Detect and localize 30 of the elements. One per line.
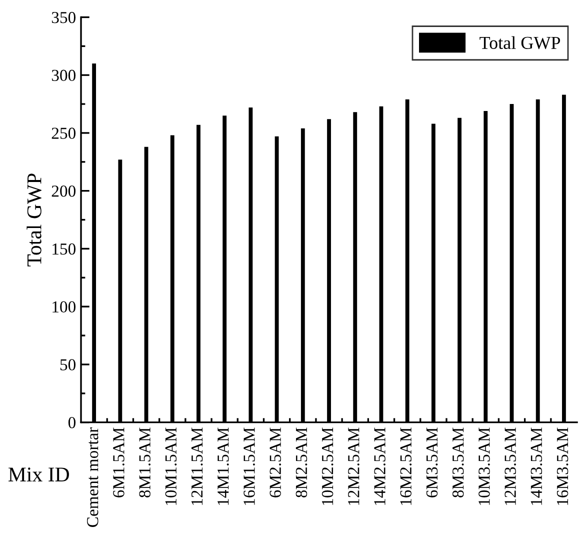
x-tick-label: 12M1.5AM <box>191 428 203 505</box>
x-tick-label: 6M3.5AM <box>426 428 438 498</box>
x-tick-label: 10M1.5AM <box>165 428 177 505</box>
y-tick-label: 150 <box>52 243 76 255</box>
x-axis-title: Mix ID <box>8 468 69 482</box>
x-tick-label: 6M2.5AM <box>270 428 282 498</box>
x-tick-label: 10M2.5AM <box>322 428 334 505</box>
x-tick-label: 16M3.5AM <box>556 428 568 505</box>
x-tick-label: 12M3.5AM <box>504 428 516 505</box>
x-tick-label: 10M3.5AM <box>478 428 490 505</box>
x-tick-label: Cement mortar <box>87 427 98 527</box>
x-tick-label: 14M2.5AM <box>374 428 386 505</box>
y-tick-label: 50 <box>60 359 76 370</box>
y-tick-label: 250 <box>52 128 76 139</box>
x-tick-label: 6M1.5AM <box>113 428 124 498</box>
x-tick-label: 8M3.5AM <box>452 428 464 498</box>
y-tick-label: 200 <box>52 186 76 197</box>
x-tick-label: 16M2.5AM <box>400 428 412 505</box>
legend-label: Total GWP <box>480 36 560 50</box>
x-tick-label: 14M1.5AM <box>218 428 229 505</box>
x-tick-label: 8M1.5AM <box>139 428 151 498</box>
y-axis-title: Total GWP <box>26 174 42 266</box>
x-tick-label: 12M2.5AM <box>348 428 360 505</box>
x-tick-label: 14M3.5AM <box>530 428 542 505</box>
y-tick-label: 350 <box>52 12 76 24</box>
x-tick-label: 8M2.5AM <box>296 428 308 498</box>
x-tick-label: 16M1.5AM <box>244 428 255 505</box>
y-tick-label: 100 <box>52 301 76 313</box>
y-tick-label: 0 <box>68 417 76 428</box>
y-tick-label: 300 <box>52 70 76 82</box>
